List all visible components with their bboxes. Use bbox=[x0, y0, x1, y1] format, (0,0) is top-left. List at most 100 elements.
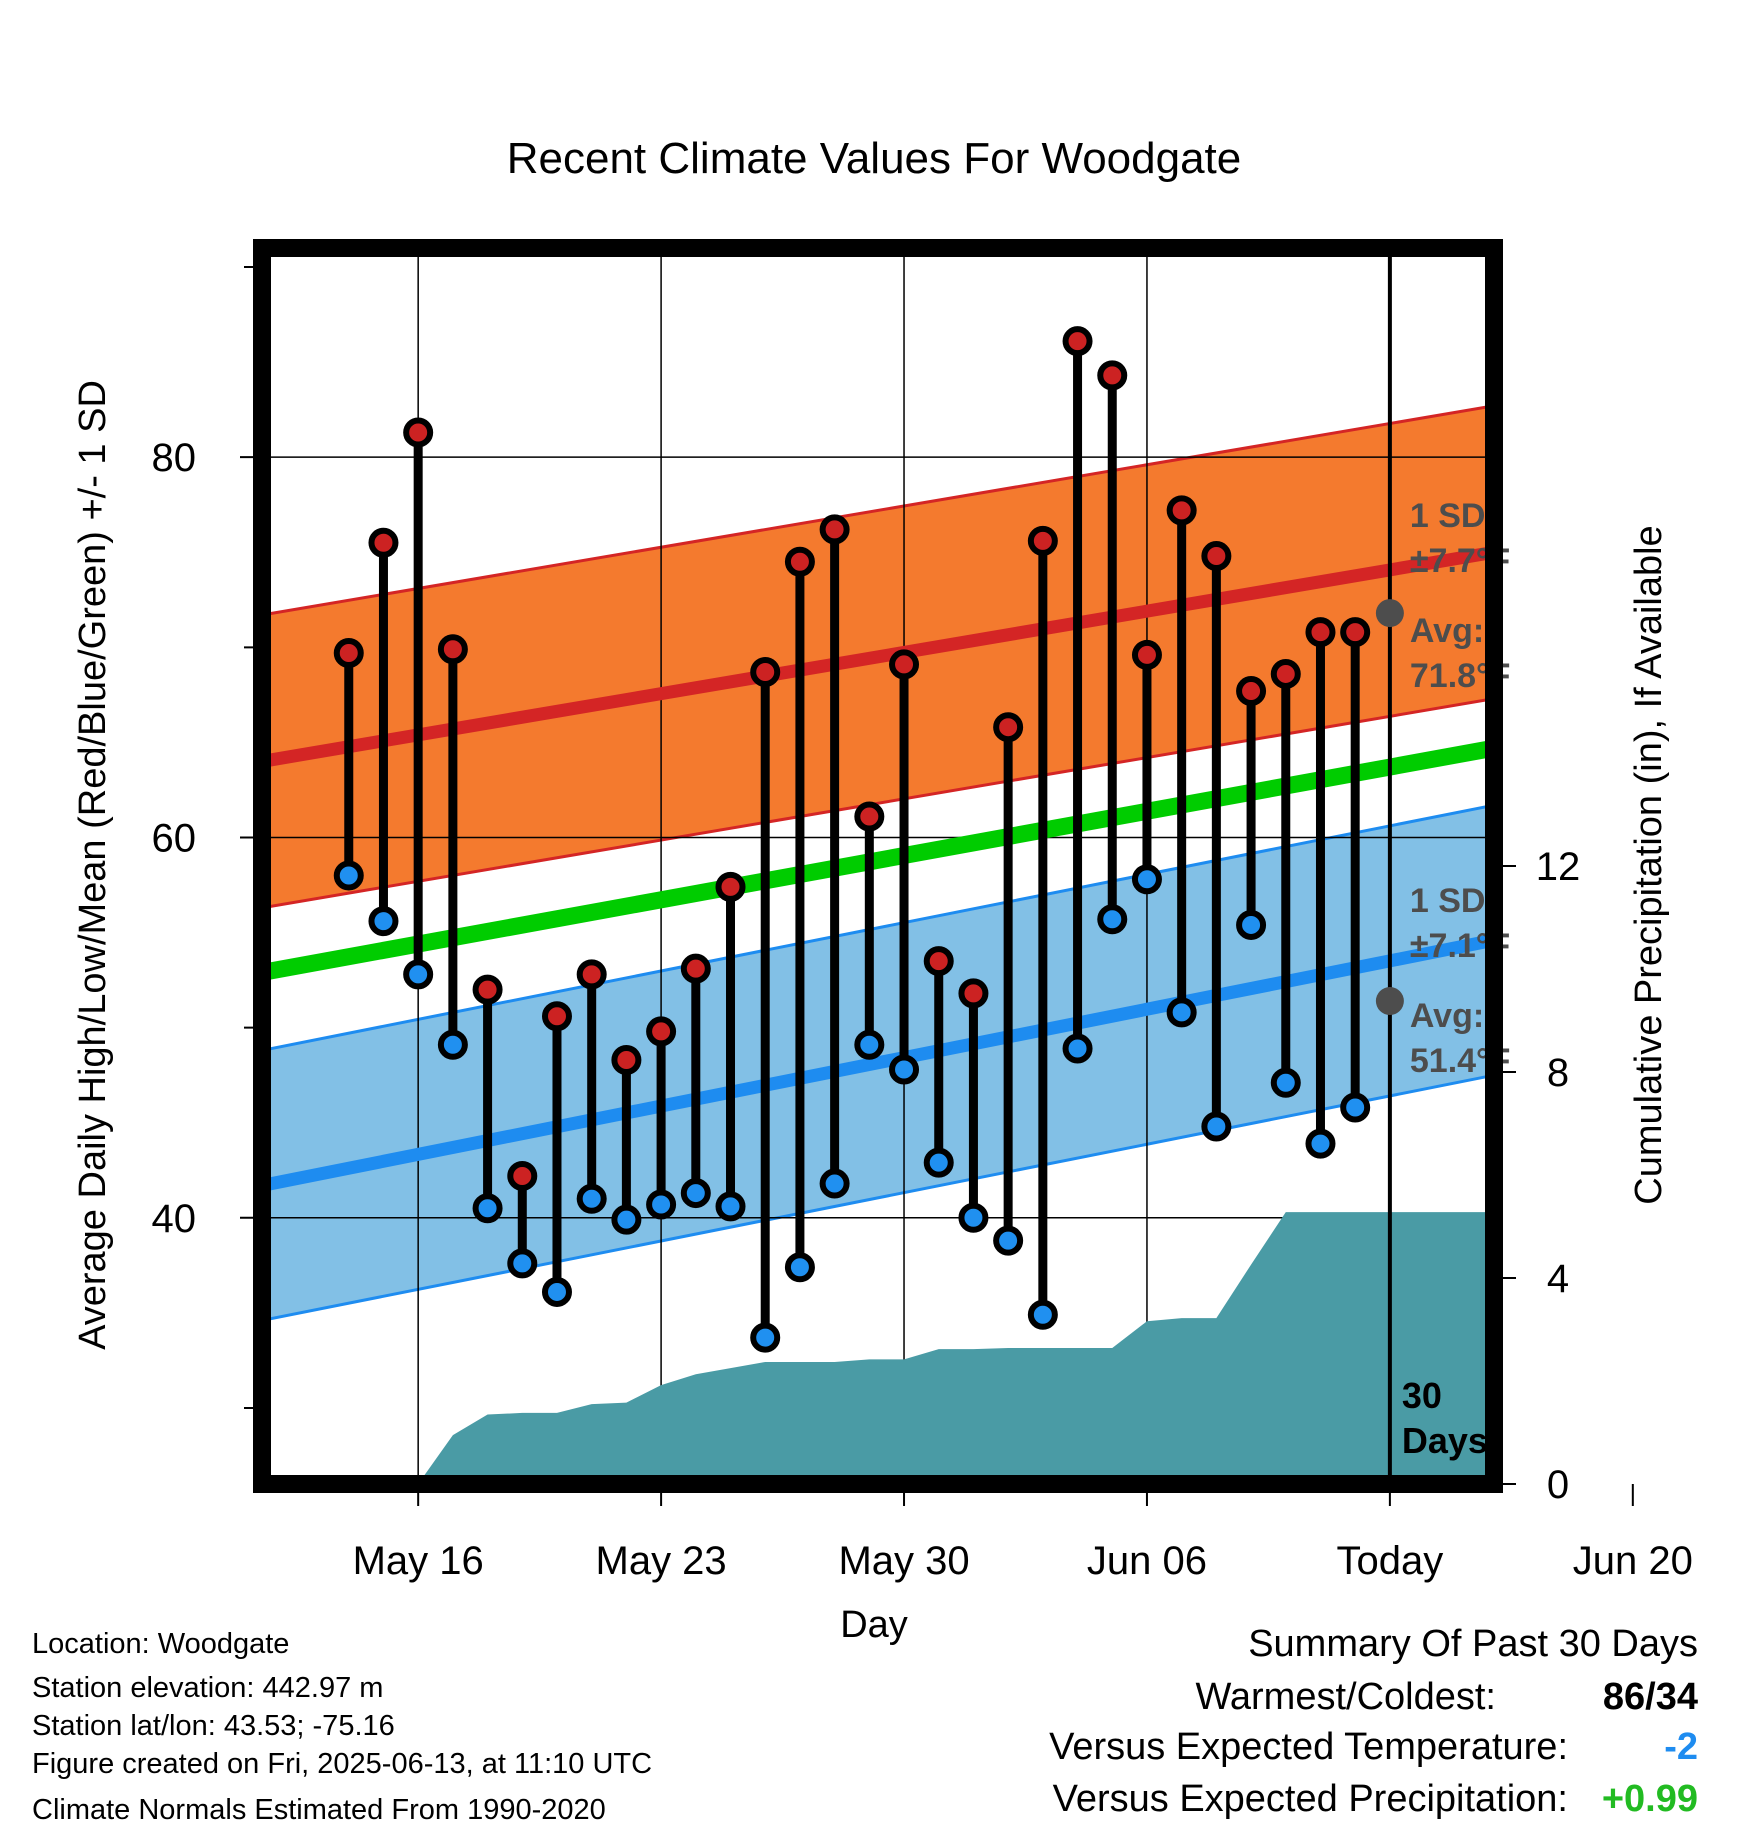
high-dot bbox=[472, 974, 503, 1005]
x-tick-label: May 23 bbox=[596, 1539, 727, 1583]
high-dot bbox=[1166, 495, 1197, 526]
low-dot bbox=[541, 1276, 572, 1307]
low-dot bbox=[1305, 1128, 1336, 1159]
info-latlon: Station lat/lon: 43.53; -75.16 bbox=[32, 1710, 395, 1742]
high-dot bbox=[1062, 326, 1093, 357]
summary-warm-cold-label: Warmest/Coldest: bbox=[1195, 1676, 1496, 1718]
low-dot bbox=[819, 1168, 850, 1199]
daily-stems bbox=[344, 341, 1360, 1338]
low-dot bbox=[437, 1029, 468, 1060]
high-normal-line bbox=[260, 545, 1496, 768]
coldest-value: 34 bbox=[1655, 1676, 1698, 1718]
low-dot bbox=[993, 1225, 1024, 1256]
high-dot bbox=[1270, 658, 1301, 689]
chart-title: Recent Climate Values For Woodgate bbox=[507, 134, 1242, 183]
x-tick-label: Jun 20 bbox=[1573, 1539, 1693, 1583]
low-dot bbox=[854, 1029, 885, 1060]
high-dot bbox=[333, 638, 364, 669]
high-dot bbox=[1201, 541, 1232, 572]
high-dot bbox=[958, 978, 989, 1009]
low-dot bbox=[646, 1189, 677, 1220]
y2-tick-label: 8 bbox=[1547, 1051, 1569, 1095]
high-dot bbox=[437, 634, 468, 665]
low-dot bbox=[1062, 1033, 1093, 1064]
high-dot bbox=[750, 657, 781, 688]
y2-tick-label: 12 bbox=[1536, 845, 1581, 889]
x-tick-label: Today bbox=[1337, 1539, 1444, 1583]
info-normals: Climate Normals Estimated From 1990-2020 bbox=[32, 1794, 606, 1826]
precip-area-group bbox=[418, 1212, 1495, 1484]
summary-precip-value: +0.99 bbox=[1601, 1778, 1698, 1820]
days-label-word: Days bbox=[1402, 1420, 1488, 1461]
y-tick-label: 40 bbox=[152, 1197, 197, 1241]
high-dot bbox=[1097, 360, 1128, 391]
high-dot bbox=[368, 527, 399, 558]
high-dot bbox=[1131, 639, 1162, 670]
high-dot bbox=[715, 871, 746, 902]
low-dot bbox=[1166, 997, 1197, 1028]
y-tick-label: 60 bbox=[152, 816, 197, 860]
y2-tick-label: 4 bbox=[1547, 1257, 1569, 1301]
low-dot bbox=[333, 860, 364, 891]
high-dot bbox=[889, 649, 920, 680]
low-dot bbox=[923, 1147, 954, 1178]
low-dot bbox=[889, 1054, 920, 1085]
low-dot bbox=[680, 1178, 711, 1209]
high-dot bbox=[507, 1160, 538, 1191]
precip-area bbox=[418, 1212, 1495, 1484]
high-dot bbox=[680, 953, 711, 984]
low-dot bbox=[611, 1204, 642, 1235]
low-dot bbox=[750, 1322, 781, 1353]
x-axis-label: Day bbox=[840, 1604, 908, 1646]
high-dot bbox=[1305, 617, 1336, 648]
warmest-value: 86 bbox=[1602, 1676, 1646, 1718]
value-separator: / bbox=[1645, 1676, 1656, 1718]
low-dot bbox=[507, 1248, 538, 1279]
low-dot bbox=[958, 1202, 989, 1233]
info-location: Location: Woodgate bbox=[32, 1628, 290, 1660]
summary-title: Summary Of Past 30 Days bbox=[1248, 1623, 1698, 1665]
low-dot bbox=[715, 1191, 746, 1222]
low-dot bbox=[1131, 864, 1162, 895]
info-elevation: Station elevation: 442.97 m bbox=[32, 1672, 384, 1704]
low-dot bbox=[472, 1193, 503, 1224]
axes: May 16 May 23 May 30 Jun 06 Today Jun 2040608… bbox=[152, 266, 1693, 1583]
today-high-avg-marker bbox=[1375, 599, 1404, 628]
high-avg-label: Avg: bbox=[1410, 612, 1484, 650]
y-axis-label: Average Daily High/Low/Mean (Red/Blue/Gr… bbox=[72, 380, 114, 1350]
high-dot bbox=[993, 712, 1024, 743]
summary-temp-value: -2 bbox=[1664, 1726, 1698, 1768]
low-avg-label: Avg: bbox=[1410, 997, 1484, 1035]
summary-warm-cold-value: 86/34 bbox=[1603, 1678, 1698, 1716]
low-dot bbox=[1027, 1299, 1058, 1330]
high-dot bbox=[1027, 525, 1058, 556]
info-created: Figure created on Fri, 2025-06-13, at 11… bbox=[32, 1748, 653, 1780]
low-dot bbox=[1270, 1067, 1301, 1098]
low-sd-label: 1 SD: bbox=[1410, 882, 1497, 920]
high-dot bbox=[854, 801, 885, 832]
days-label-number: 30 bbox=[1402, 1375, 1442, 1416]
low-dot bbox=[403, 959, 434, 990]
low-dot bbox=[576, 1183, 607, 1214]
high-dot bbox=[611, 1044, 642, 1075]
today-low-avg-marker bbox=[1375, 987, 1404, 1016]
x-tick-label: May 16 bbox=[353, 1539, 484, 1583]
daily-dots bbox=[333, 326, 1371, 1353]
low-dot bbox=[368, 906, 399, 937]
high-dot bbox=[403, 417, 434, 448]
high-dot bbox=[819, 514, 850, 545]
summary-temp-label: Versus Expected Temperature: bbox=[1049, 1726, 1568, 1768]
y-tick-label: 80 bbox=[152, 436, 197, 480]
high-dot bbox=[1340, 617, 1371, 648]
high-dot bbox=[646, 1016, 677, 1047]
summary-precip-label: Versus Expected Precipitation: bbox=[1052, 1778, 1568, 1820]
low-dot bbox=[1340, 1092, 1371, 1123]
high-dot bbox=[541, 1001, 572, 1032]
low-dot bbox=[1236, 909, 1267, 940]
high-dot bbox=[1236, 676, 1267, 707]
high-sd-label: 1 SD: bbox=[1410, 497, 1497, 535]
high-dot bbox=[576, 959, 607, 990]
high-dot bbox=[923, 946, 954, 977]
